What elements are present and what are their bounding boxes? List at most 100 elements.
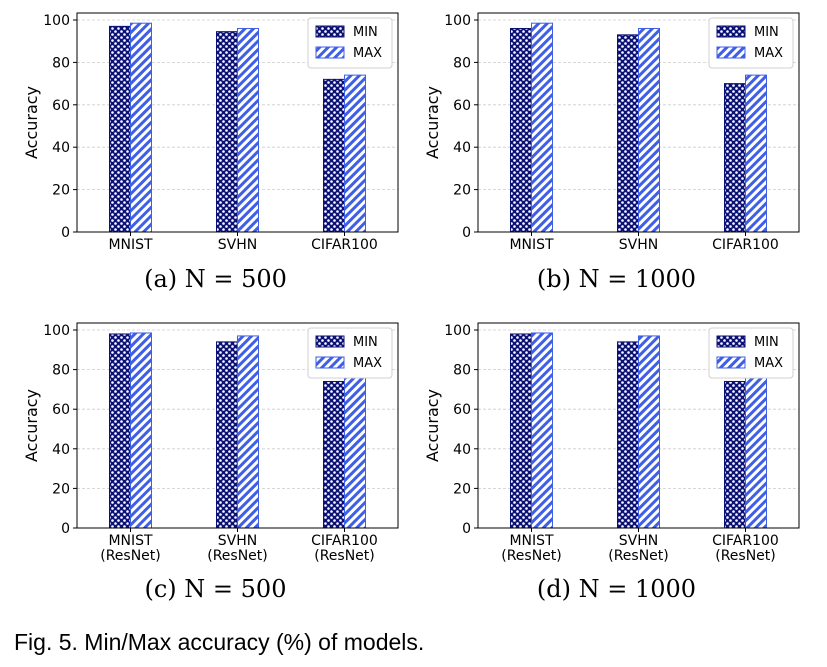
y-tick-label: 80 [52, 363, 70, 379]
bar-min-1 [617, 341, 639, 529]
subcaption: (c) N = 500 [145, 575, 287, 603]
bar-min-1 [216, 341, 238, 529]
x-tick-label: MNIST [108, 237, 153, 253]
legend: MIN MAX [708, 17, 794, 69]
legend-label-max: MAX [754, 46, 783, 61]
y-tick-label: 100 [444, 13, 471, 29]
x-tick-label: SVHN [218, 533, 257, 549]
x-tick-label: MNIST [108, 533, 153, 549]
legend-swatch-max [716, 46, 746, 59]
x-tick-label: SVHN [619, 237, 658, 253]
chart-panel-3: 020406080100AccuracyMNIST(ResNet)SVHN(Re… [22, 322, 399, 603]
bar-min-1 [617, 34, 639, 233]
y-axis-label: Accuracy [423, 389, 442, 462]
x-tick-label: (ResNet) [715, 548, 776, 564]
bar-max-2 [344, 74, 366, 233]
x-tick-label: (ResNet) [501, 548, 562, 564]
y-tick-label: 0 [61, 225, 70, 241]
x-tick-label: CIFAR100 [311, 533, 378, 549]
y-tick-label: 60 [52, 402, 70, 418]
legend-swatch-min [716, 25, 746, 38]
x-tick-label: MNIST [509, 237, 554, 253]
legend-label-min: MIN [353, 25, 378, 40]
y-tick-label: 100 [43, 13, 70, 29]
y-tick-label: 80 [453, 363, 471, 379]
y-tick-label: 80 [52, 55, 70, 71]
y-tick-label: 20 [52, 183, 70, 199]
legend-swatch-min [315, 335, 345, 348]
legend-swatch-max [716, 356, 746, 369]
bar-min-2 [724, 83, 746, 233]
legend-label-max: MAX [353, 46, 382, 61]
y-tick-label: 0 [61, 521, 70, 537]
y-tick-label: 100 [444, 323, 471, 339]
chart-panel-1: 0 20 40 60 80 100 Accuracy MNIST SVHN CIFAR100 MIN… [22, 12, 399, 293]
bar-max-2 [344, 376, 366, 529]
x-tick-label: (ResNet) [314, 548, 375, 564]
legend-swatch-max [315, 356, 345, 369]
y-tick-label: 60 [52, 98, 70, 114]
x-tick-label: (ResNet) [608, 548, 669, 564]
legend: MIN MAX [708, 327, 794, 379]
bar-max-1 [638, 27, 660, 233]
bar-min-1 [216, 31, 238, 233]
bar-max-2 [745, 74, 767, 233]
bar-max-1 [638, 335, 660, 529]
legend-label-min: MIN [353, 335, 378, 350]
y-tick-label: 40 [453, 442, 471, 458]
bar-min-2 [724, 380, 746, 529]
legend-label-max: MAX [754, 356, 783, 371]
y-tick-label: 100 [43, 323, 70, 339]
x-tick-label: SVHN [619, 533, 658, 549]
x-tick-label: CIFAR100 [311, 237, 378, 253]
y-tick-label: 60 [453, 98, 471, 114]
legend-swatch-min [716, 335, 746, 348]
y-tick-label: 40 [52, 442, 70, 458]
legend-label-min: MIN [754, 25, 779, 40]
bar-min-2 [323, 380, 345, 529]
y-tick-label: 0 [462, 225, 471, 241]
legend-label-max: MAX [353, 356, 382, 371]
bar-min-0 [109, 333, 131, 529]
legend-swatch-min [315, 25, 345, 38]
y-axis-label: Accuracy [22, 389, 41, 462]
x-tick-label: SVHN [218, 237, 257, 253]
y-tick-label: 20 [453, 183, 471, 199]
x-tick-label: CIFAR100 [712, 533, 779, 549]
x-tick-label: (ResNet) [207, 548, 268, 564]
y-tick-label: 0 [462, 521, 471, 537]
y-tick-label: 80 [453, 55, 471, 71]
subcaption: (a) N = 500 [144, 265, 287, 293]
x-tick-label: (ResNet) [100, 548, 161, 564]
y-tick-label: 40 [453, 140, 471, 156]
bar-max-0 [531, 22, 553, 233]
legend: MIN MAX [307, 17, 393, 69]
subcaption: (b) N = 1000 [537, 265, 696, 293]
bar-max-0 [130, 22, 152, 233]
legend-swatch-max [315, 46, 345, 59]
figure-caption: Fig. 5. Min/Max accuracy (%) of models. [14, 629, 425, 655]
subcaption: (d) N = 1000 [537, 575, 696, 603]
legend: MIN MAX [307, 327, 393, 379]
y-tick-label: 60 [453, 402, 471, 418]
bar-min-0 [510, 27, 532, 233]
bar-max-1 [237, 27, 259, 233]
y-tick-label: 40 [52, 140, 70, 156]
bar-min-0 [109, 25, 131, 233]
y-tick-label: 20 [453, 481, 471, 497]
bar-min-0 [510, 333, 532, 529]
y-axis-label: Accuracy [22, 86, 41, 159]
bar-max-2 [745, 376, 767, 529]
bar-max-0 [531, 332, 553, 529]
legend-label-min: MIN [754, 335, 779, 350]
y-tick-label: 20 [52, 481, 70, 497]
bar-max-0 [130, 332, 152, 529]
bar-min-2 [323, 78, 345, 233]
bar-max-1 [237, 335, 259, 529]
x-tick-label: MNIST [509, 533, 554, 549]
chart-panel-4: 020406080100AccuracyMNIST(ResNet)SVHN(Re… [423, 322, 800, 603]
x-tick-label: CIFAR100 [712, 237, 779, 253]
y-axis-label: Accuracy [423, 86, 442, 159]
chart-panel-2: 0 20 40 60 80 100 Accuracy MNIST SVHN CIFAR100 MIN… [423, 12, 800, 293]
